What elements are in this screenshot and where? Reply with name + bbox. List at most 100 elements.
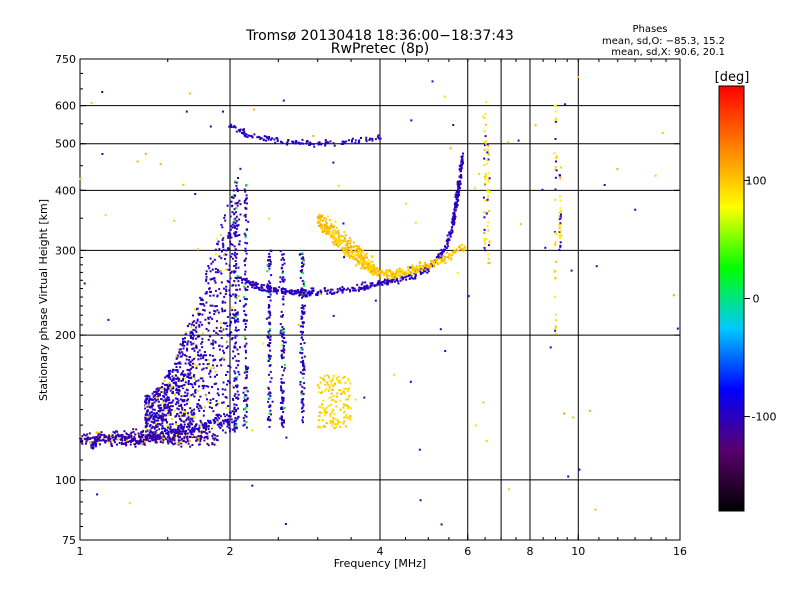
data-point — [364, 286, 367, 289]
data-point — [554, 104, 557, 107]
data-point — [206, 435, 209, 438]
data-point — [230, 331, 233, 334]
data-point — [458, 246, 461, 248]
data-point — [157, 413, 160, 416]
data-point — [346, 239, 349, 242]
data-point — [194, 389, 197, 391]
data-point — [207, 358, 210, 361]
data-point — [243, 214, 246, 217]
data-point — [417, 270, 420, 273]
data-point — [269, 263, 272, 266]
data-point — [519, 223, 522, 226]
data-point — [123, 442, 126, 445]
data-point — [155, 429, 158, 432]
data-point — [234, 202, 237, 205]
data-point — [234, 301, 237, 304]
data-point — [178, 362, 181, 365]
data-point — [155, 388, 158, 391]
data-point — [231, 316, 234, 319]
data-point — [376, 282, 379, 285]
data-point — [224, 253, 227, 256]
data-point — [452, 215, 455, 218]
data-point — [458, 181, 460, 184]
data-point — [189, 407, 192, 410]
data-point — [200, 303, 203, 306]
data-point — [541, 188, 544, 191]
data-point — [207, 419, 209, 422]
data-point — [483, 211, 486, 214]
data-point — [301, 269, 304, 271]
data-point — [196, 405, 199, 408]
data-point — [209, 354, 212, 357]
data-point — [348, 237, 351, 240]
data-point — [232, 189, 235, 192]
data-point — [222, 248, 225, 251]
data-point — [167, 370, 170, 372]
data-point — [449, 147, 452, 150]
data-point — [330, 392, 333, 395]
data-point — [186, 368, 189, 371]
data-point — [232, 399, 235, 401]
data-point — [187, 412, 189, 415]
data-point — [112, 436, 115, 439]
data-point — [243, 296, 245, 299]
data-point — [343, 410, 346, 413]
data-point — [449, 257, 451, 260]
data-point — [342, 376, 345, 379]
data-point — [234, 334, 237, 337]
data-point — [299, 371, 302, 374]
data-point — [160, 409, 163, 412]
data-point — [202, 380, 205, 383]
data-point — [458, 184, 461, 186]
data-point — [268, 252, 271, 255]
data-point — [301, 356, 304, 359]
data-point — [390, 271, 393, 274]
data-point — [217, 402, 220, 405]
data-point — [267, 330, 270, 333]
data-point — [146, 422, 149, 425]
data-point — [234, 372, 237, 375]
data-point — [225, 328, 228, 331]
data-point — [169, 440, 171, 443]
data-point — [361, 250, 364, 252]
data-point — [200, 299, 203, 301]
data-point — [257, 135, 260, 138]
data-point — [207, 316, 210, 319]
data-point — [453, 220, 456, 223]
data-point — [339, 235, 342, 237]
data-point — [223, 287, 225, 290]
data-point — [462, 152, 464, 155]
data-point — [180, 385, 183, 388]
data-point — [151, 402, 154, 405]
data-point — [227, 268, 230, 271]
data-point — [164, 430, 166, 432]
data-point — [202, 303, 205, 305]
data-point — [302, 365, 305, 368]
data-point — [343, 238, 346, 241]
data-point — [484, 178, 487, 181]
data-point — [189, 372, 192, 375]
data-point — [268, 412, 271, 415]
data-point — [233, 413, 235, 415]
data-point — [183, 383, 186, 386]
data-point — [152, 415, 155, 418]
data-point — [185, 436, 188, 439]
data-point — [339, 408, 342, 411]
data-point — [259, 289, 262, 291]
data-point — [235, 316, 238, 319]
data-point — [168, 376, 171, 379]
data-point — [81, 442, 84, 445]
data-point — [168, 375, 170, 378]
data-point — [209, 125, 212, 128]
data-point — [244, 377, 247, 380]
data-point — [454, 193, 457, 196]
data-point — [237, 370, 240, 373]
data-point — [559, 207, 562, 210]
data-point — [235, 224, 238, 227]
data-point — [245, 133, 248, 136]
data-point — [281, 419, 283, 422]
data-point — [324, 227, 326, 230]
data-point — [200, 297, 203, 300]
data-point — [156, 387, 159, 390]
data-point — [450, 226, 453, 229]
